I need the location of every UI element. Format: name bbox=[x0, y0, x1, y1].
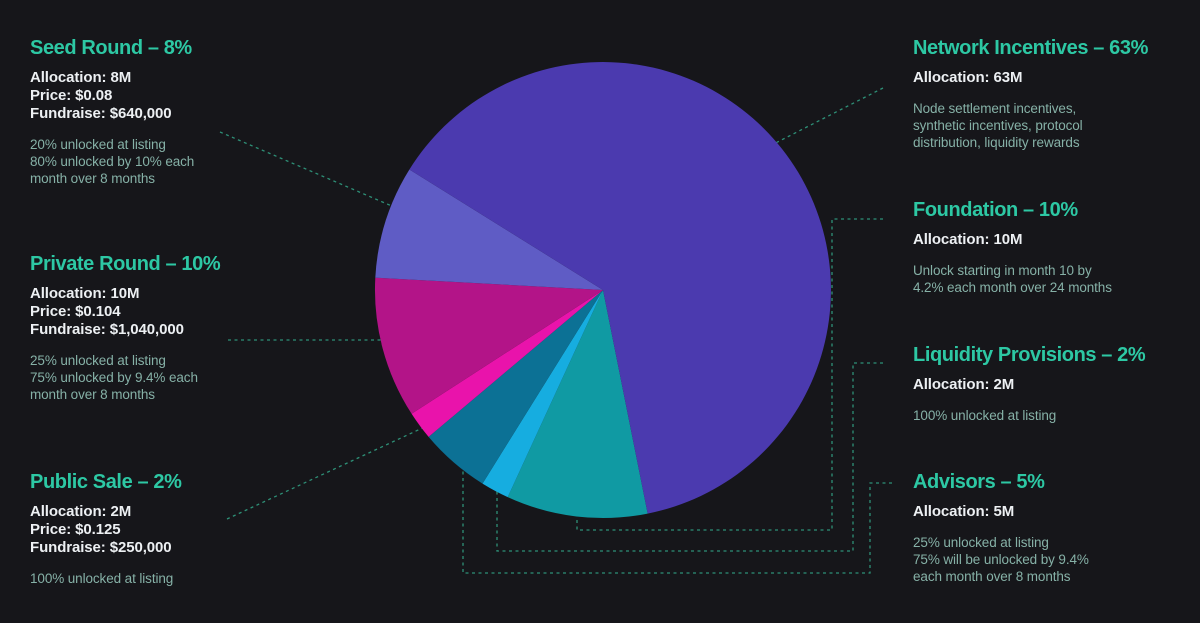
text-line: 20% unlocked at listing bbox=[30, 137, 166, 152]
card-title: Seed Round – 8% bbox=[30, 37, 192, 59]
text-line: Allocation: 5M bbox=[913, 503, 1015, 520]
text-line: Allocation: 10M bbox=[30, 285, 140, 302]
text-line: 100% unlocked at listing bbox=[913, 408, 1057, 423]
text-line: 25% unlocked at listing bbox=[30, 353, 166, 368]
text-line: 100% unlocked at listing bbox=[30, 571, 174, 586]
text-line: 75% unlocked by 9.4% each bbox=[30, 370, 198, 385]
card-private-round: Private Round – 10% Allocation: 10M Price… bbox=[30, 252, 317, 403]
card-stats: Allocation: 10M bbox=[913, 231, 1200, 249]
text-line: distribution, liquidity rewards bbox=[913, 135, 1080, 150]
card-notes: Node settlement incentives, synthetic inc… bbox=[913, 100, 1200, 151]
connector-liquidity-provisions bbox=[496, 362, 883, 552]
pie-slice-private-round bbox=[374, 277, 603, 414]
card-stats: Allocation: 8M Price: $0.08 Fundraise: $64… bbox=[30, 69, 317, 123]
card-notes: 25% unlocked at listing 75% will be unloc… bbox=[913, 534, 1200, 585]
card-stats: Allocation: 10M Price: $0.104 Fundraise: $… bbox=[30, 285, 317, 339]
card-title: Public Sale – 2% bbox=[30, 471, 182, 493]
text-line: Allocation: 2M bbox=[913, 376, 1015, 393]
text-line: Node settlement incentives, bbox=[913, 101, 1077, 116]
card-notes: 25% unlocked at listing 75% unlocked by 9… bbox=[30, 352, 317, 403]
connector-public-sale bbox=[226, 423, 432, 520]
card-notes: 20% unlocked at listing 80% unlocked by 1… bbox=[30, 136, 317, 187]
text-line: Allocation: 8M bbox=[30, 69, 132, 86]
card-public-sale: Public Sale – 2% Allocation: 2M Price: $0… bbox=[30, 470, 317, 587]
text-line: 4.2% each month over 24 months bbox=[913, 280, 1112, 295]
text-line: 25% unlocked at listing bbox=[913, 535, 1049, 550]
text-line: 80% unlocked by 10% each bbox=[30, 154, 195, 169]
text-line: month over 8 months bbox=[30, 171, 155, 186]
card-title: Advisors – 5% bbox=[913, 471, 1045, 493]
card-notes: Unlock starting in month 10 by 4.2% each … bbox=[913, 262, 1200, 296]
card-title: Network Incentives – 63% bbox=[913, 37, 1148, 59]
pie-slice-public-sale bbox=[411, 290, 603, 437]
connector-network-incentives bbox=[757, 87, 884, 153]
card-stats: Allocation: 2M bbox=[913, 376, 1200, 394]
card-stats: Allocation: 63M bbox=[913, 69, 1200, 87]
card-notes: 100% unlocked at listing bbox=[913, 407, 1200, 424]
card-stats: Allocation: 2M Price: $0.125 Fundraise: $2… bbox=[30, 503, 317, 557]
text-line: Allocation: 2M bbox=[30, 503, 132, 520]
text-line: Price: $0.08 bbox=[30, 87, 113, 104]
card-title: Foundation – 10% bbox=[913, 199, 1078, 221]
text-line: Price: $0.125 bbox=[30, 521, 121, 538]
pie-slice-network-incentives bbox=[409, 62, 831, 514]
text-line: each month over 8 months bbox=[913, 569, 1071, 584]
card-network-incentives: Network Incentives – 63% Allocation: 63M… bbox=[913, 36, 1200, 151]
text-line: month over 8 months bbox=[30, 387, 155, 402]
text-line: 75% will be unlocked by 9.4% bbox=[913, 552, 1089, 567]
text-line: Fundraise: $250,000 bbox=[30, 539, 172, 556]
connector-foundation bbox=[576, 218, 883, 531]
card-title: Liquidity Provisions – 2% bbox=[913, 344, 1146, 366]
pie-slice-foundation bbox=[507, 290, 648, 519]
pie-slice-liquidity-provisions bbox=[482, 290, 603, 498]
card-seed-round: Seed Round – 8% Allocation: 8M Price: $0.… bbox=[30, 36, 317, 187]
pie-slice-advisors bbox=[428, 290, 603, 484]
text-line: Fundraise: $640,000 bbox=[30, 105, 172, 122]
connector-advisors bbox=[462, 445, 892, 574]
text-line: Price: $0.104 bbox=[30, 303, 121, 320]
pie-chart bbox=[374, 62, 831, 519]
card-notes: 100% unlocked at listing bbox=[30, 570, 317, 587]
card-liquidity-provisions: Liquidity Provisions – 2% Allocation: 2M… bbox=[913, 343, 1200, 424]
text-line: synthetic incentives, protocol bbox=[913, 118, 1083, 133]
text-line: Allocation: 63M bbox=[913, 69, 1023, 86]
text-line: Fundraise: $1,040,000 bbox=[30, 321, 184, 338]
connector-seed-round bbox=[219, 131, 409, 214]
text-line: Allocation: 10M bbox=[913, 231, 1023, 248]
text-line: Unlock starting in month 10 by bbox=[913, 263, 1092, 278]
card-title: Private Round – 10% bbox=[30, 253, 221, 275]
pie-slice-seed-round bbox=[375, 169, 603, 290]
card-advisors: Advisors – 5% Allocation: 5M 25% unlocke… bbox=[913, 470, 1200, 585]
card-stats: Allocation: 5M bbox=[913, 503, 1200, 521]
card-foundation: Foundation – 10% Allocation: 10M Unlock … bbox=[913, 198, 1200, 296]
